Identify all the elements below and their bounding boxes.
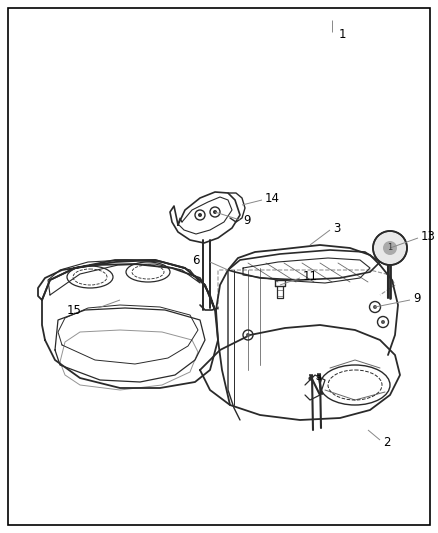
Text: 11: 11	[303, 270, 318, 282]
Text: 9: 9	[243, 214, 251, 227]
Text: 3: 3	[333, 222, 340, 235]
Circle shape	[381, 320, 385, 324]
Text: 9: 9	[413, 292, 420, 304]
Text: 14: 14	[265, 191, 280, 205]
Text: 2: 2	[383, 437, 391, 449]
Circle shape	[383, 241, 397, 255]
Text: 15: 15	[67, 303, 82, 317]
Text: a: a	[315, 374, 321, 383]
Circle shape	[373, 231, 407, 265]
Text: 6: 6	[192, 254, 200, 266]
Text: 1: 1	[339, 28, 346, 42]
Text: 1: 1	[387, 244, 392, 253]
Circle shape	[198, 213, 202, 217]
Circle shape	[373, 305, 377, 309]
Circle shape	[246, 333, 250, 337]
Circle shape	[213, 210, 217, 214]
Text: 13: 13	[421, 230, 436, 243]
